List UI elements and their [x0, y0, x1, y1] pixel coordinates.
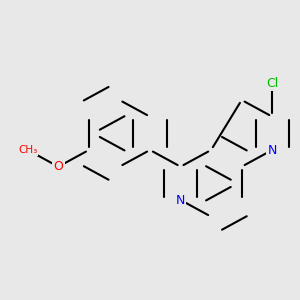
Text: CH₃: CH₃	[18, 145, 38, 155]
Text: Cl: Cl	[266, 77, 278, 90]
Text: O: O	[53, 160, 63, 173]
Text: N: N	[268, 143, 277, 157]
Text: N: N	[176, 194, 185, 206]
